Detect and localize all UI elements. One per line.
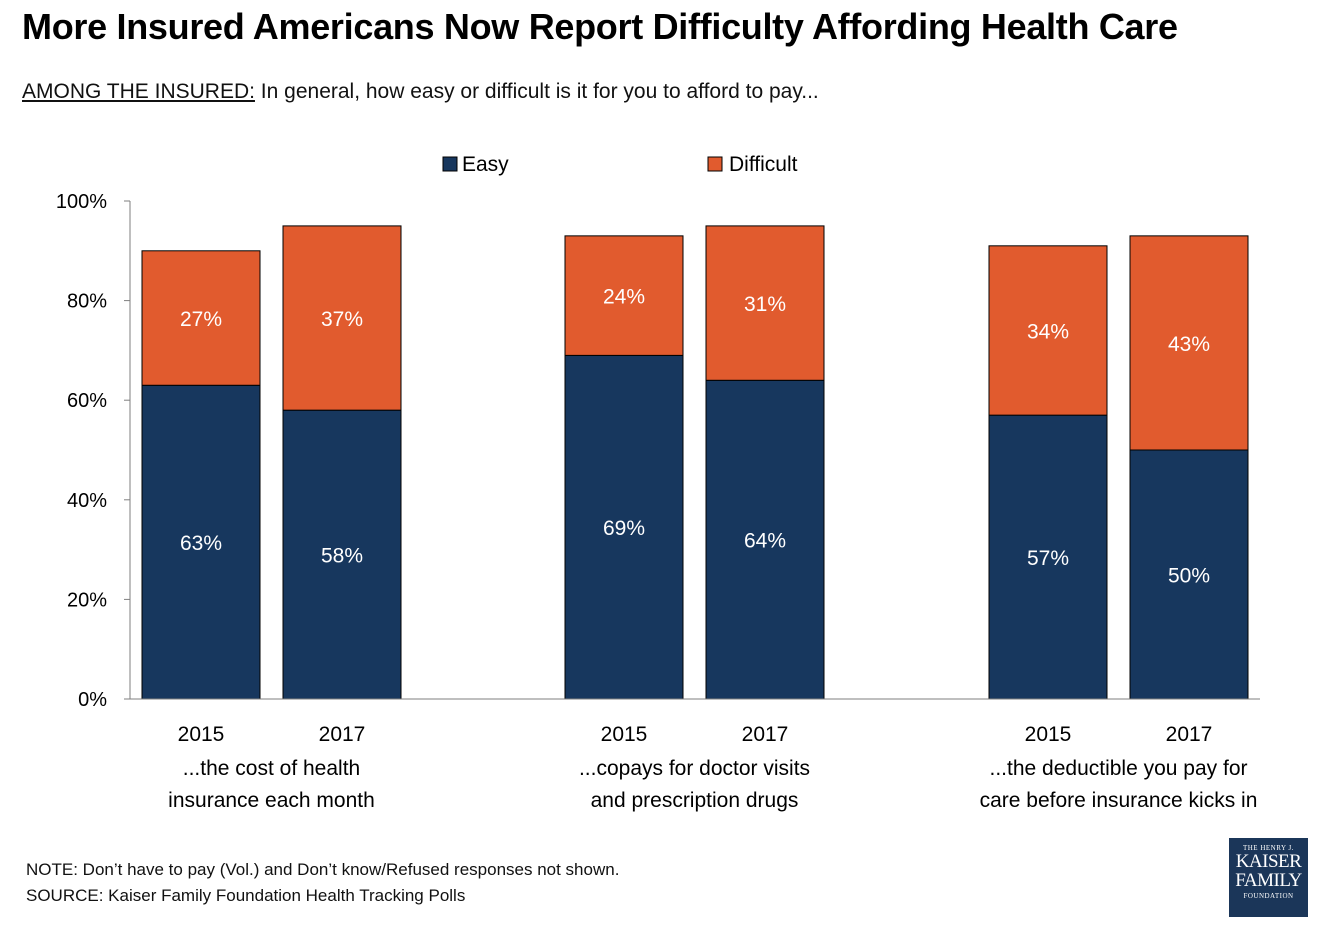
stacked-bar-chart: 0% 20% 40% 60% 80% 100% 63% 27% 2015 58% 37% 2017..…: [56, 153, 1260, 812]
note-text: NOTE: Don’t have to pay (Vol.) and Don’t…: [26, 860, 620, 879]
y-tick-label: 60%: [67, 390, 107, 412]
x-tick-label-year: 2015: [178, 723, 225, 746]
data-label-easy: 69%: [603, 517, 645, 540]
bar-difficult: [988, 245, 1108, 416]
logo-line-2: KAISER: [1235, 851, 1302, 872]
x-group-label: care before insurance kicks in: [980, 789, 1258, 812]
source-text: SOURCE: Kaiser Family Foundation Health …: [26, 886, 466, 905]
subtitle-prefix: AMONG THE INSURED:: [22, 80, 255, 103]
logo-line-1: THE HENRY J.: [1242, 844, 1295, 852]
bar-difficult: [282, 225, 402, 411]
data-label-difficult: 43%: [1168, 333, 1210, 356]
y-tick-label: 80%: [67, 291, 107, 313]
logo-line-4: FOUNDATION: [1243, 892, 1294, 900]
kff-logo: THE HENRY J. KAISER FAMILY FOUNDATION: [1229, 838, 1308, 917]
y-tick-label: 0%: [78, 689, 107, 711]
y-tick-label: 20%: [67, 589, 107, 611]
bar-difficult: [141, 250, 261, 386]
data-label-easy: 64%: [744, 530, 786, 553]
x-group-label: ...the deductible you pay for: [990, 757, 1248, 780]
x-group-label: ...copays for doctor visits: [579, 757, 810, 780]
x-group-label: ...the cost of health: [183, 757, 360, 780]
logo-line-3: FAMILY: [1235, 870, 1302, 891]
data-label-easy: 63%: [180, 532, 222, 555]
data-label-easy: 58%: [321, 545, 363, 568]
y-tick-label: 100%: [56, 191, 107, 213]
legend-label-difficult: Difficult: [729, 153, 798, 176]
bar-difficult: [564, 235, 684, 356]
bar-easy: [1129, 449, 1249, 700]
legend-swatch-difficult: [707, 156, 723, 172]
legend-label-easy: Easy: [462, 153, 509, 176]
data-label-difficult: 24%: [603, 286, 645, 309]
bar-easy: [705, 379, 825, 700]
legend-swatch-easy: [442, 156, 458, 172]
bar-easy: [564, 354, 684, 700]
data-label-easy: 50%: [1168, 565, 1210, 588]
x-tick-label-year: 2015: [601, 723, 648, 746]
bar-easy: [141, 384, 261, 700]
data-label-difficult: 27%: [180, 308, 222, 331]
x-group-label: insurance each month: [168, 789, 375, 812]
data-label-easy: 57%: [1027, 547, 1069, 570]
x-tick-label-year: 2017: [319, 723, 366, 746]
subtitle-text: In general, how easy or difficult is it …: [254, 80, 819, 103]
x-tick-label-year: 2015: [1025, 723, 1072, 746]
chart-subtitle: AMONG THE INSURED: In general, how easy …: [22, 80, 819, 104]
bar-easy: [988, 414, 1108, 700]
y-tick-label: 40%: [67, 490, 107, 512]
data-label-difficult: 34%: [1027, 320, 1069, 343]
x-tick-label-year: 2017: [1166, 723, 1213, 746]
x-tick-label-year: 2017: [742, 723, 789, 746]
data-label-difficult: 31%: [744, 293, 786, 316]
bar-difficult: [705, 225, 825, 381]
x-group-label: and prescription drugs: [591, 789, 799, 812]
bar-difficult: [1129, 235, 1249, 451]
chart-title: More Insured Americans Now Report Diffic…: [22, 6, 1178, 47]
data-label-difficult: 37%: [321, 308, 363, 331]
